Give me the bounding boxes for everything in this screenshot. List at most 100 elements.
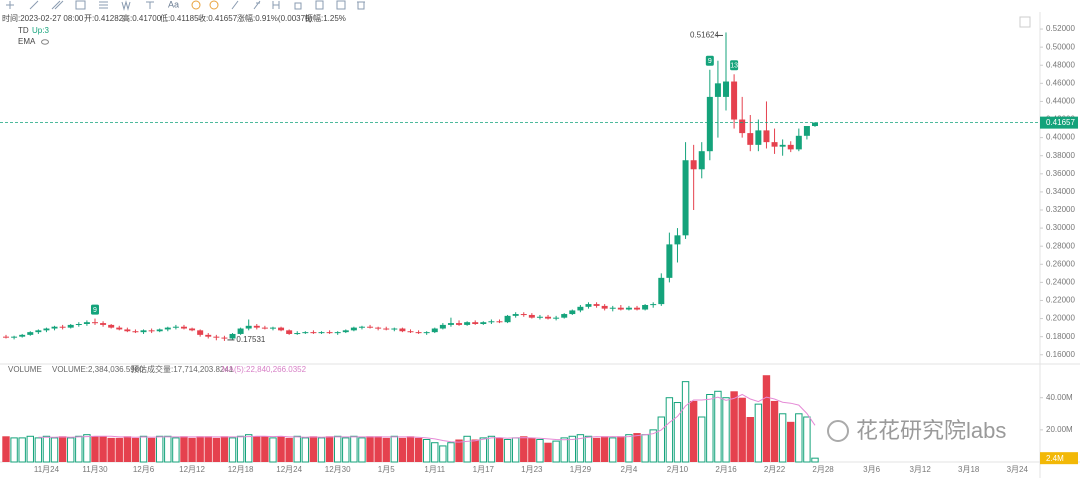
volume-bar [600,436,609,462]
x-tick-label: 12月24 [276,465,302,474]
candle-body [91,322,98,324]
channel-tool[interactable] [51,0,64,10]
volume-bar [196,436,204,462]
high: 高:0.41700 [122,13,162,23]
volume-bar [544,442,552,462]
lock-tool[interactable] [209,0,219,10]
volume-bar [762,375,771,462]
volume-bar [317,437,326,463]
candle-body [27,332,34,335]
x-tick-label: 12月30 [325,465,351,474]
candle-body [3,336,9,338]
volume-bar [439,445,447,463]
indicator-value: Up:3 [32,26,49,35]
volume-bar [568,435,576,463]
y-tick-label: 0.22000 [1046,296,1075,305]
candle-body [625,307,632,310]
y-tick-label: 0.52000 [1046,24,1075,33]
measure-tool[interactable] [272,1,280,9]
candle-body [423,332,430,334]
volume-bar [722,397,730,463]
magnet-tool[interactable] [191,0,201,10]
volume-bar [633,433,641,462]
candle-body [278,327,285,331]
volume-bar [552,440,560,463]
fullscreen-icon[interactable] [1019,16,1031,28]
volume-bar [58,436,67,462]
volume-bar [156,435,164,463]
fib-tool[interactable] [99,1,108,9]
volume-bar [366,436,374,462]
y-tick-label: 0.26000 [1046,259,1075,268]
x-tick-label: 2月10 [667,465,689,474]
volume-bar [131,437,140,462]
volume-bar [236,435,245,463]
delete-tool[interactable] [357,1,365,10]
candle-body [464,322,471,325]
line-tool[interactable] [29,0,39,10]
y-tick-label: 0.40000 [1046,133,1075,142]
candle-body [302,332,309,334]
candle-body [383,328,390,330]
hide-tool[interactable] [294,2,302,10]
pattern-tool[interactable] [146,1,154,9]
candle-body [237,328,244,334]
volume-bar [520,436,528,462]
volume-bar [309,436,318,462]
candle-body [11,336,18,338]
x-tick-label: 1月11 [424,465,445,474]
y-tick-label: 0.50000 [1046,42,1075,51]
amplitude: 振幅:1.25% [305,13,346,23]
volume-bar [811,457,819,463]
candle-body [812,122,818,127]
candle-body [779,144,786,147]
candle-body [245,325,252,329]
volume-bar [447,442,455,463]
candle-body [593,304,600,306]
volume-bar [584,435,593,463]
volume-bar [495,437,504,462]
candle-body [472,322,479,324]
y-tick-label: 0.18000 [1046,332,1075,341]
brush-tool[interactable] [253,0,261,10]
volume-bar [75,435,83,463]
volume-bar [730,391,738,462]
x-tick-label: 1月29 [570,465,592,474]
volume-bar [754,403,763,463]
candle-body [739,119,746,134]
text-tool[interactable]: Aa [168,0,179,9]
candle-body [221,337,228,339]
candle-body [75,324,82,325]
y-tick-label: 0.30000 [1046,223,1075,232]
candle-body [399,328,406,332]
volume-bar [18,437,26,463]
crosshair-tool[interactable] [6,1,14,9]
candle-body [334,332,341,334]
candle-body [172,326,179,328]
candle-body [407,331,414,333]
x-tick-label: 12月6 [133,465,155,474]
wechat-icon [827,420,849,442]
candle-body [553,317,560,319]
volume-bar [398,437,407,462]
rect-tool[interactable] [75,0,86,10]
ruler-tool[interactable] [231,0,239,10]
td-marker [705,55,714,66]
volume-bar [576,434,585,463]
copy-tool[interactable] [315,0,324,10]
x-tick-label: 2月28 [812,465,834,474]
volume-bar [374,436,382,462]
volume-bar [42,435,51,463]
volume-bar [406,436,415,462]
volume-bar [342,437,350,463]
td-marker-label: 9 [93,307,97,314]
edit-tool[interactable] [336,0,346,10]
wave-tool[interactable] [121,0,131,11]
y-tick-label: 0.20000 [1046,314,1075,323]
visibility-icon[interactable] [41,39,49,45]
volume-bar [245,434,253,463]
candle-body [561,314,568,318]
candle-body [326,332,333,334]
volume-bar [382,437,390,462]
volume-bar [180,436,188,462]
